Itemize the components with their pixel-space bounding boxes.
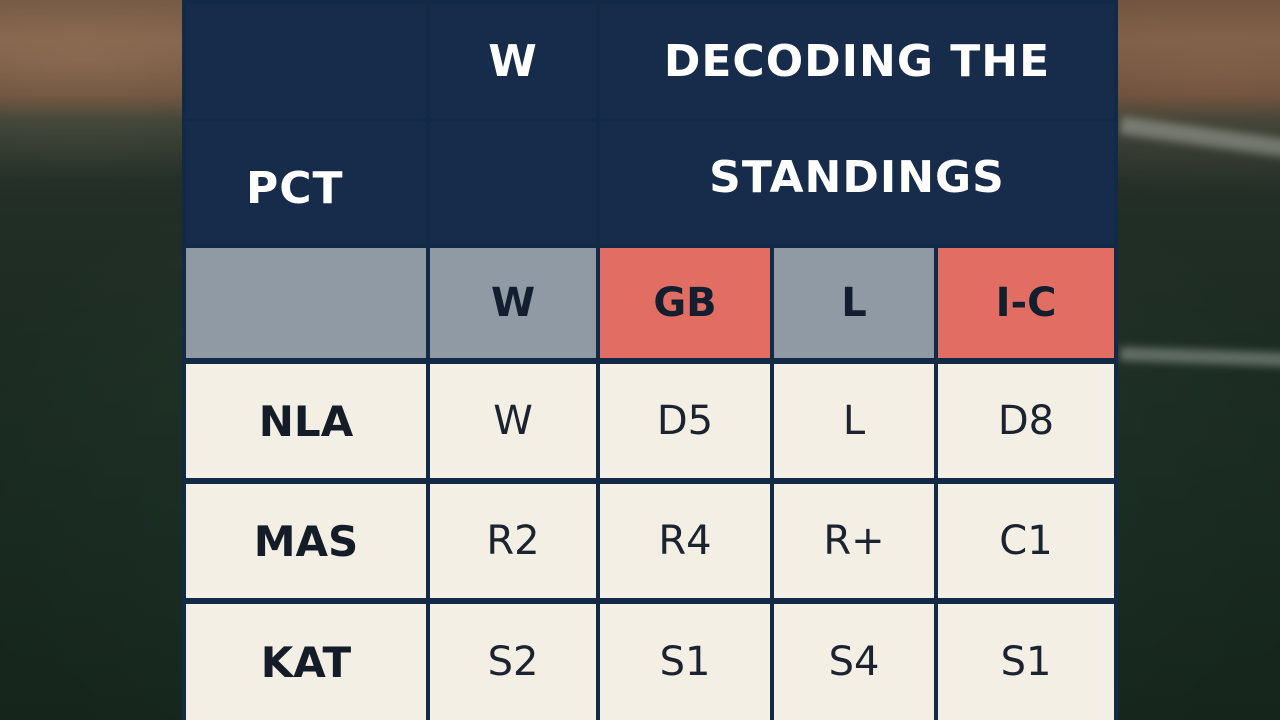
stat-cell: D8 bbox=[938, 364, 1114, 478]
column-header-blank bbox=[186, 248, 426, 358]
header-corner bbox=[186, 4, 426, 118]
team-cell: MAS bbox=[186, 484, 426, 598]
stat-cell: S1 bbox=[938, 604, 1114, 720]
team-cell: NLA bbox=[186, 364, 426, 478]
stat-cell: C1 bbox=[938, 484, 1114, 598]
team-cell: KAT bbox=[186, 604, 426, 720]
stat-cell: S2 bbox=[430, 604, 596, 720]
stat-cell: R2 bbox=[430, 484, 596, 598]
column-header-ic: I-C bbox=[938, 248, 1114, 358]
column-header-w: W bbox=[430, 248, 596, 358]
title-line-1: DECODING THE bbox=[600, 4, 1114, 118]
foul-line bbox=[1119, 116, 1280, 162]
header-blank bbox=[430, 122, 596, 244]
header-w-label: W bbox=[430, 4, 596, 118]
field-line bbox=[1119, 346, 1280, 368]
column-header-gb: GB bbox=[600, 248, 770, 358]
standings-board: W DECODING THE PCT STANDINGS W GB L I-C … bbox=[182, 0, 1118, 720]
header-pct-label: PCT bbox=[186, 122, 426, 244]
stat-cell: R+ bbox=[774, 484, 934, 598]
stat-cell: D5 bbox=[600, 364, 770, 478]
stat-cell: R4 bbox=[600, 484, 770, 598]
title-line-2: STANDINGS bbox=[600, 122, 1114, 244]
column-header-l: L bbox=[774, 248, 934, 358]
stat-cell: W bbox=[430, 364, 596, 478]
stat-cell: S4 bbox=[774, 604, 934, 720]
stat-cell: S1 bbox=[600, 604, 770, 720]
stat-cell: L bbox=[774, 364, 934, 478]
